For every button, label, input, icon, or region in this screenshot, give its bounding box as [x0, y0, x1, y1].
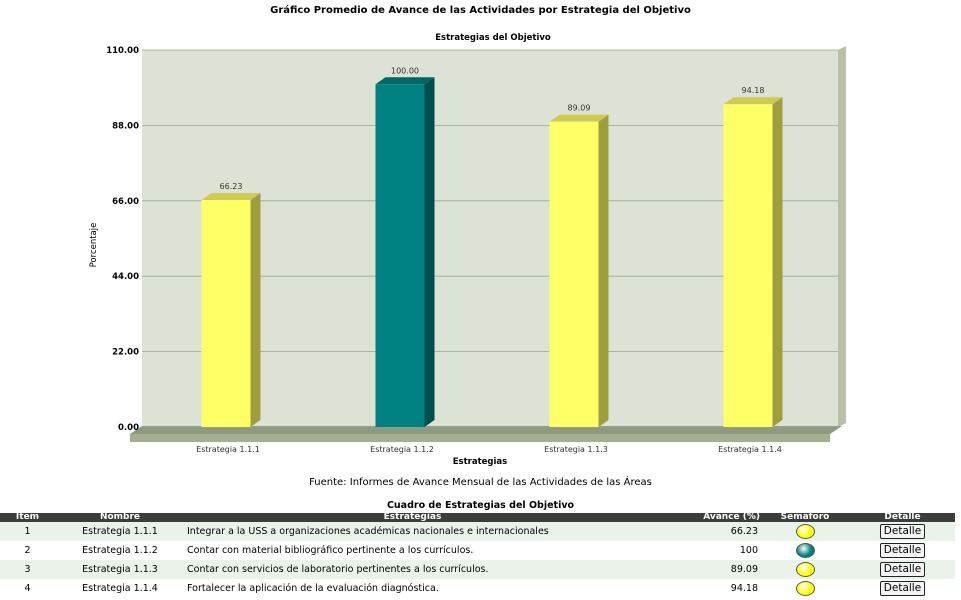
x-tick-label: Estrategia 1.1.3: [544, 445, 608, 454]
y-tick-label: 44.00: [112, 272, 139, 282]
y-tick-label: 110.00: [106, 46, 139, 56]
bar-top: [723, 97, 783, 105]
bar-side: [424, 77, 435, 427]
plot-floor-front: [130, 434, 830, 442]
cell-item: 4: [0, 579, 55, 598]
cell-nombre: Estrategia 1.1.2: [55, 541, 185, 560]
y-axis-title: Porcentaje: [89, 223, 99, 268]
cell-semaforo: [760, 522, 850, 541]
plot-floor-top: [130, 426, 842, 434]
cell-semaforo: [760, 560, 850, 579]
strategies-table: Item Nombre Estrategias Avance (%) Semaf…: [0, 513, 955, 598]
traffic-light-icon: [795, 543, 815, 558]
header-detalle: Detalle: [850, 513, 955, 522]
cell-semaforo: [760, 541, 850, 560]
cell-avance: 100: [640, 541, 760, 560]
detalle-button[interactable]: Detalle: [879, 543, 926, 558]
cell-estrategia: Integrar a la USS a organizaciones acadé…: [185, 522, 640, 541]
cell-item: 3: [0, 560, 55, 579]
y-tick-label: 0.00: [118, 423, 139, 433]
detalle-button[interactable]: Detalle: [879, 581, 926, 596]
cell-semaforo: [760, 579, 850, 598]
x-tick-label: Estrategia 1.1.2: [370, 445, 434, 454]
y-tick-label: 66.00: [112, 197, 139, 207]
table-row: 2 Estrategia 1.1.2 Contar con material b…: [0, 541, 955, 560]
bar-side: [250, 193, 261, 427]
data-label: 66.23: [220, 182, 243, 191]
data-label: 94.18: [742, 86, 765, 95]
table-row: 3 Estrategia 1.1.3 Contar con servicios …: [0, 560, 955, 579]
y-tick-label: 22.00: [112, 348, 139, 358]
header-nombre: Nombre: [55, 513, 185, 522]
x-tick-label: Estrategia 1.1.4: [718, 445, 782, 454]
header-estrategias: Estrategias: [185, 513, 640, 522]
cell-estrategia: Fortalecer la aplicación de la evaluació…: [185, 579, 640, 598]
bar: [375, 84, 425, 427]
traffic-light-icon: [795, 581, 815, 596]
bar-top: [375, 77, 435, 85]
bar: [549, 121, 599, 427]
traffic-light-icon: [795, 562, 815, 577]
bar: [723, 104, 773, 427]
source-note: Fuente: Informes de Avance Mensual de la…: [309, 477, 652, 488]
cell-nombre: Estrategia 1.1.1: [55, 522, 185, 541]
cell-nombre: Estrategia 1.1.4: [55, 579, 185, 598]
cell-detalle: Detalle: [850, 522, 955, 541]
header-semaforo: Semaforo: [760, 513, 850, 522]
bar-top: [549, 114, 609, 122]
table-row: 4 Estrategia 1.1.4 Fortalecer la aplicac…: [0, 579, 955, 598]
header-avance: Avance (%): [640, 513, 760, 522]
bar-side: [598, 114, 609, 427]
data-label: 89.09: [568, 104, 591, 113]
table-row: 1 Estrategia 1.1.1 Integrar a la USS a o…: [0, 522, 955, 541]
cell-item: 2: [0, 541, 55, 560]
cell-detalle: Detalle: [850, 541, 955, 560]
bar: [201, 200, 251, 427]
cell-avance: 89.09: [640, 560, 760, 579]
cell-estrategia: Contar con servicios de laboratorio pert…: [185, 560, 640, 579]
cell-detalle: Detalle: [850, 579, 955, 598]
bar-side: [772, 97, 783, 427]
table-header-row: Item Nombre Estrategias Avance (%) Semaf…: [0, 513, 955, 522]
cell-avance: 66.23: [640, 522, 760, 541]
cell-item: 1: [0, 522, 55, 541]
y-tick-label: 88.00: [112, 121, 139, 131]
detalle-button[interactable]: Detalle: [879, 524, 926, 539]
bar-chart: 0.00 22.00 44.00 66.00 88.00 110.00 Estrategia…: [89, 33, 846, 467]
cell-avance: 94.18: [640, 579, 760, 598]
header-item: Item: [0, 513, 55, 522]
detalle-button[interactable]: Detalle: [879, 562, 926, 577]
x-axis-title: Estrategias: [453, 457, 507, 467]
bar-top: [201, 193, 261, 201]
cell-estrategia: Contar con material bibliográfico pertin…: [185, 541, 640, 560]
x-tick-label: Estrategia 1.1.1: [196, 445, 260, 454]
cell-detalle: Detalle: [850, 560, 955, 579]
traffic-light-icon: [795, 524, 815, 539]
page-title: Gráfico Promedio de Avance de las Activi…: [270, 5, 691, 16]
cell-nombre: Estrategia 1.1.3: [55, 560, 185, 579]
chart-title: Estrategias del Objetivo: [435, 33, 551, 43]
table-title: Cuadro de Estrategias del Objetivo: [386, 500, 575, 511]
data-label: 100.00: [391, 66, 419, 75]
